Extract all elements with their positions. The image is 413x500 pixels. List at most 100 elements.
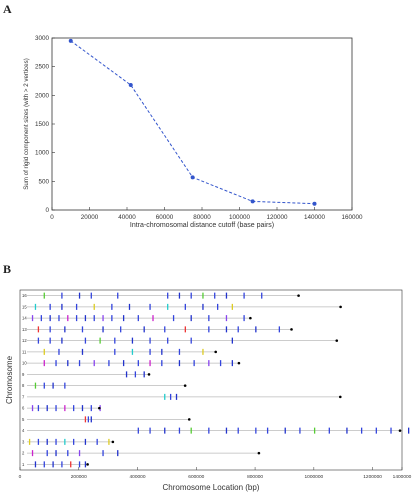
site-mark: [43, 292, 45, 299]
site-mark: [278, 326, 281, 333]
site-mark: [125, 371, 128, 378]
data-point: [68, 38, 73, 43]
x-tick-label: 1000000: [305, 474, 324, 480]
site-mark: [164, 427, 166, 434]
site-mark: [202, 348, 204, 355]
site-mark: [114, 337, 116, 344]
site-mark: [46, 405, 48, 412]
x-tick-label: 140000: [304, 214, 326, 221]
site-mark: [122, 360, 125, 367]
site-mark: [37, 438, 40, 445]
site-mark: [143, 326, 145, 333]
site-mark: [178, 292, 181, 299]
site-mark: [208, 326, 210, 333]
site-mark: [178, 360, 181, 367]
site-mark: [255, 326, 257, 333]
site-mark: [208, 360, 210, 367]
site-mark: [219, 360, 222, 367]
site-mark: [102, 315, 104, 322]
chromosome-label: 12: [22, 338, 27, 343]
chromosome-label: 7: [22, 394, 25, 399]
chromosome-end-dot: [86, 463, 89, 466]
site-mark: [164, 326, 166, 333]
site-mark: [167, 292, 169, 299]
chromosome-label: 11: [22, 349, 27, 354]
site-mark: [64, 405, 66, 412]
site-mark: [184, 303, 186, 310]
x-tick-label: 100000: [229, 214, 251, 221]
site-mark: [75, 303, 78, 310]
site-mark: [70, 461, 72, 468]
chromosome-label: 14: [22, 316, 27, 321]
site-mark: [61, 303, 63, 310]
site-mark: [346, 427, 348, 434]
site-mark: [328, 427, 330, 434]
site-mark: [84, 461, 87, 468]
site-mark: [266, 427, 269, 434]
site-mark: [81, 405, 84, 412]
plot-frame: [19, 289, 403, 471]
site-mark: [93, 315, 95, 322]
site-mark: [81, 326, 84, 333]
site-mark: [55, 405, 57, 412]
site-mark: [49, 303, 51, 310]
chromosome-end-dot: [297, 294, 300, 297]
site-mark: [43, 461, 45, 468]
chromosome-end-dot: [290, 328, 293, 331]
site-mark: [149, 337, 151, 344]
y-tick-label: 3000: [35, 35, 50, 42]
x-tick-label: 20000: [81, 214, 99, 221]
site-mark: [55, 450, 57, 457]
site-mark: [167, 303, 169, 310]
chromosome-end-dot: [249, 316, 252, 320]
x-tick-label: 800000: [247, 474, 263, 480]
chromosome-end-dot: [183, 384, 187, 387]
site-mark: [190, 337, 192, 344]
site-mark: [390, 427, 392, 434]
site-mark: [43, 348, 45, 355]
site-mark: [261, 292, 263, 299]
site-mark: [64, 438, 66, 445]
site-mark: [184, 326, 186, 333]
site-mark: [122, 315, 125, 322]
site-mark: [49, 315, 51, 322]
site-mark: [37, 337, 40, 344]
site-mark: [137, 315, 139, 322]
x-tick-label: 1200000: [363, 474, 382, 480]
site-mark: [152, 315, 154, 322]
site-mark: [202, 303, 204, 310]
y-tick-label: 1500: [35, 121, 50, 128]
site-mark: [55, 438, 57, 445]
site-mark: [408, 427, 410, 434]
x-tick-label: 0: [50, 214, 54, 221]
site-mark: [128, 303, 131, 310]
site-mark: [131, 348, 134, 355]
site-mark: [190, 315, 192, 322]
y-tick-label: 1000: [35, 150, 50, 157]
chromosome-end-dot: [257, 451, 261, 455]
x-tick-label: 1400000: [393, 474, 412, 480]
site-mark: [208, 427, 210, 434]
panel-a-letter: A: [3, 2, 12, 16]
data-point: [312, 201, 317, 206]
site-mark: [161, 348, 163, 355]
x-axis-label: Intra-chromosomal distance cutoff (base …: [130, 222, 274, 229]
chromosome-label: 2: [22, 451, 25, 456]
site-mark: [31, 315, 34, 322]
site-mark: [117, 292, 119, 299]
site-mark: [46, 450, 48, 457]
chromosome-end-dot: [111, 440, 115, 444]
site-mark: [225, 315, 228, 322]
site-mark: [193, 360, 195, 367]
site-mark: [99, 337, 101, 344]
site-mark: [67, 450, 69, 457]
chromosome-end-dot: [214, 350, 218, 354]
panel-b-letter: B: [3, 262, 12, 276]
site-mark: [49, 326, 51, 333]
site-mark: [149, 348, 151, 355]
x-tick-label: 120000: [266, 214, 288, 221]
site-mark: [93, 360, 95, 367]
site-mark: [217, 303, 219, 310]
plot-frame: [51, 37, 353, 211]
site-mark: [243, 315, 245, 322]
